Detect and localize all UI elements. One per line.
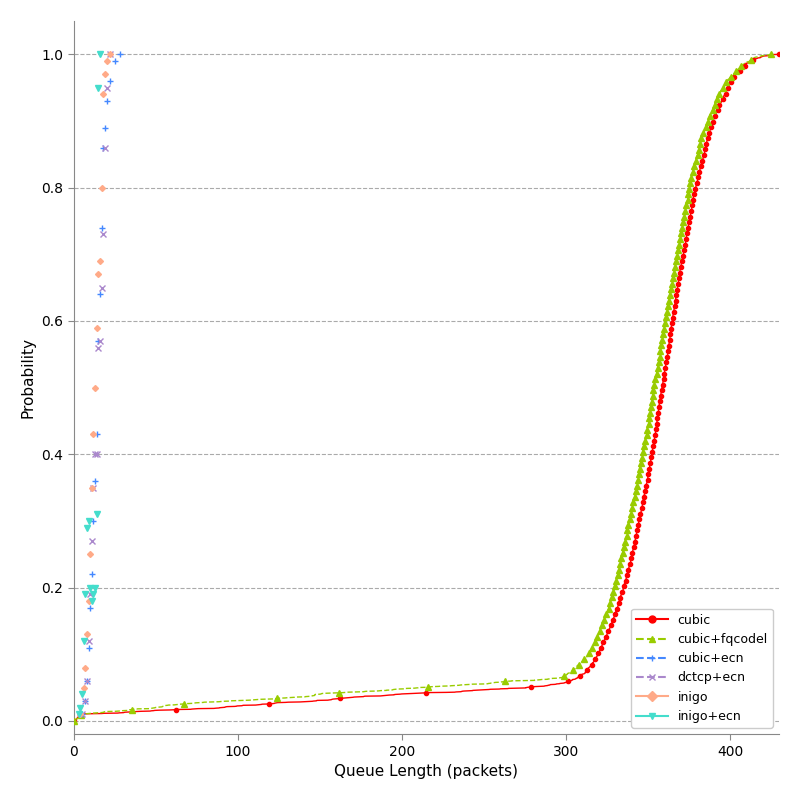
X-axis label: Queue Length (packets): Queue Length (packets) — [334, 764, 518, 779]
Y-axis label: Probability: Probability — [21, 337, 36, 418]
Legend: cubic, cubic+fqcodel, cubic+ecn, dctcp+ecn, inigo, inigo+ecn: cubic, cubic+fqcodel, cubic+ecn, dctcp+e… — [631, 609, 773, 728]
